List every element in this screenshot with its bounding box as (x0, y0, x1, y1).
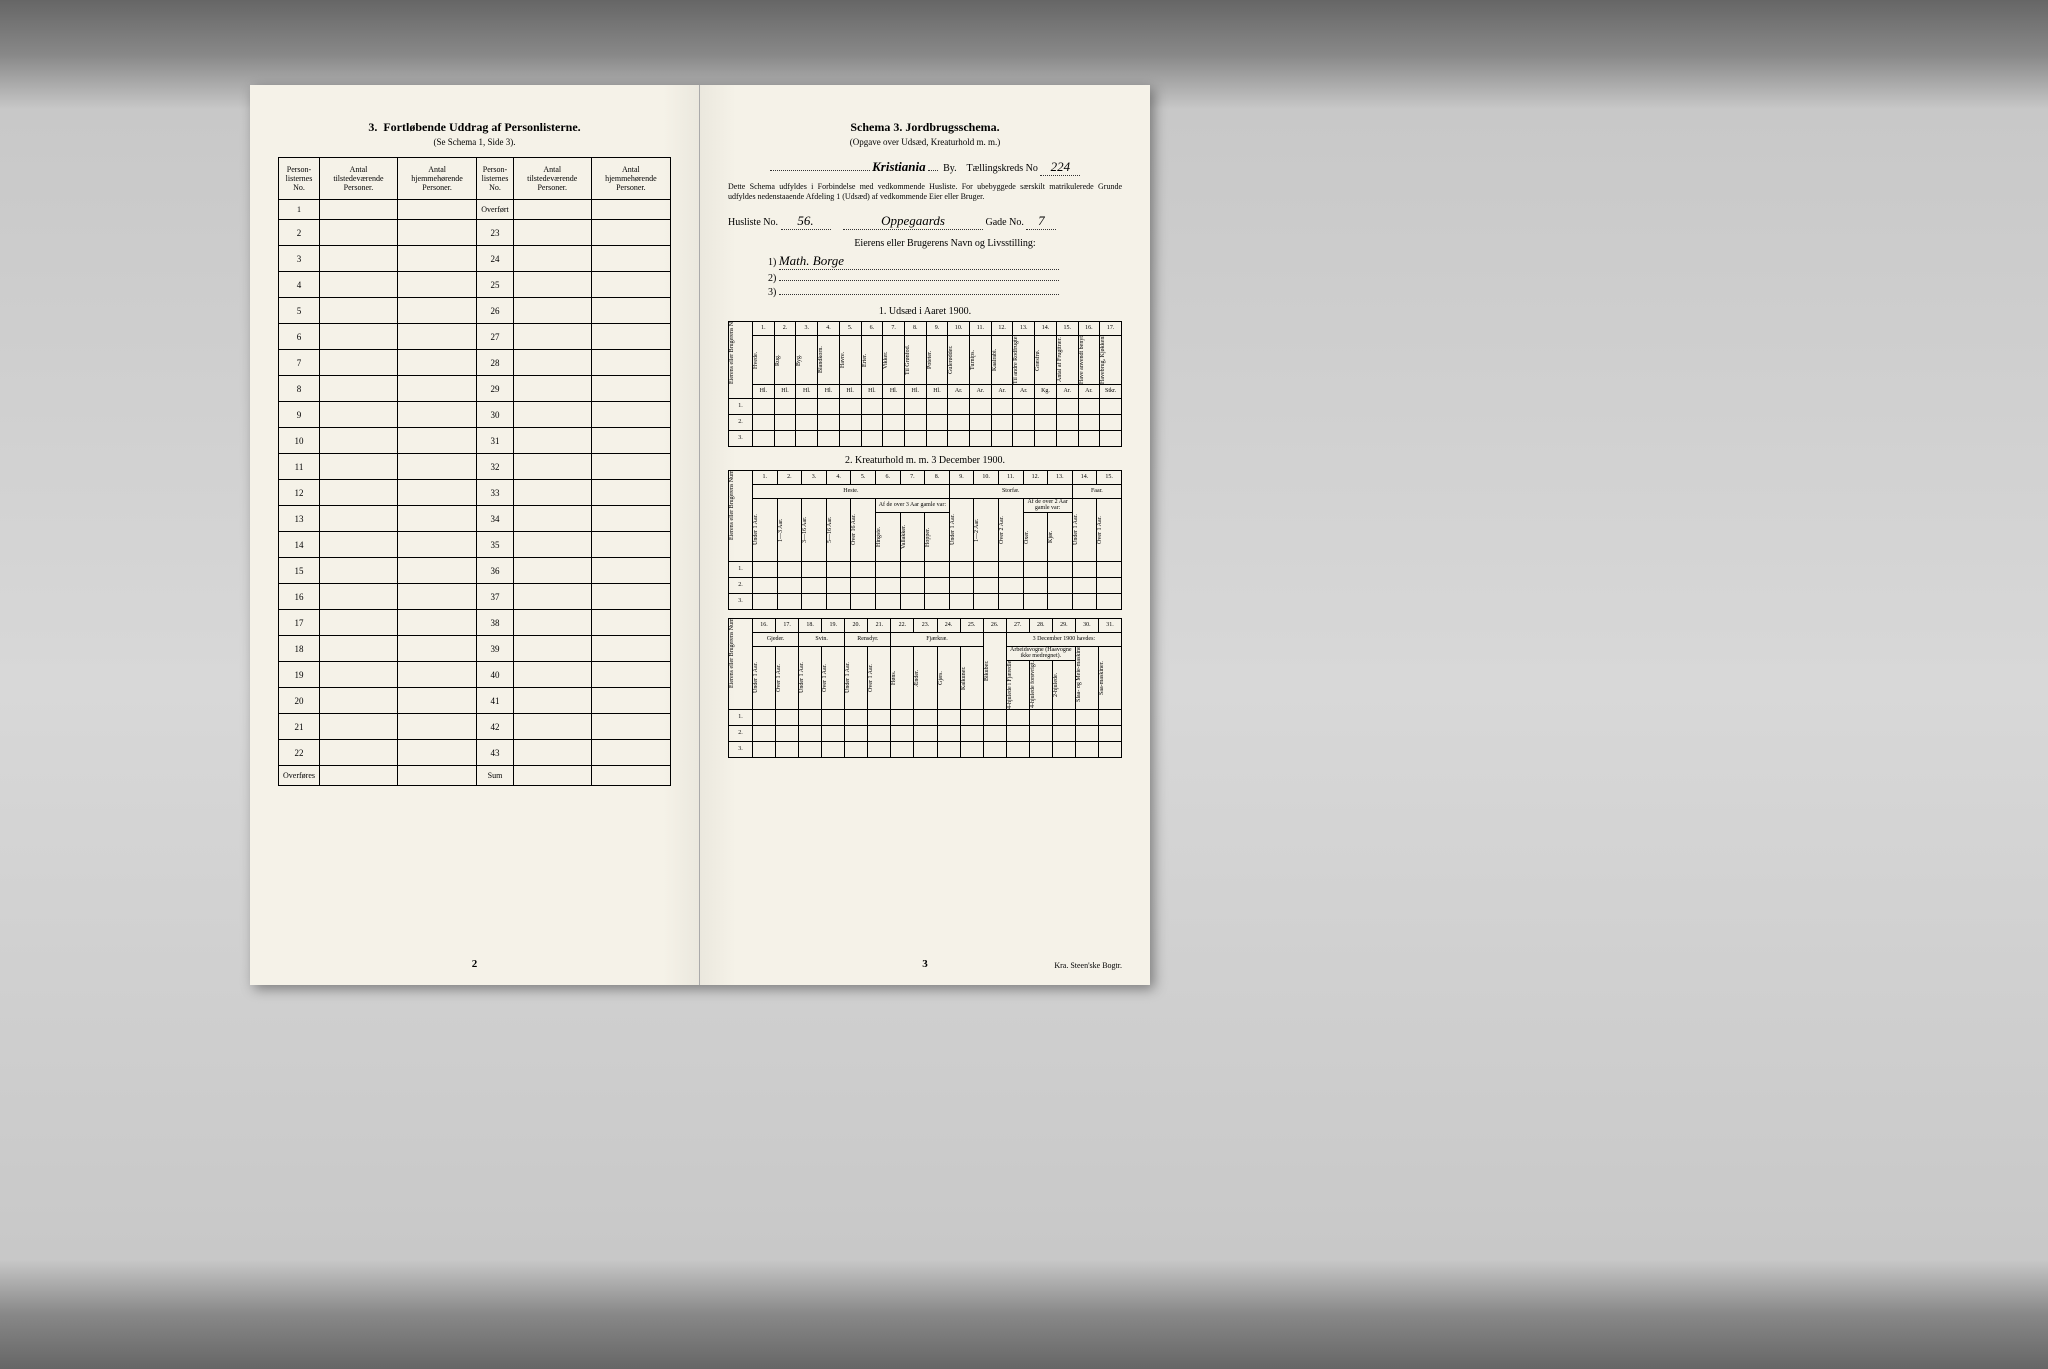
document-spread: 3. Fortløbende Uddrag af Personlisterne.… (250, 85, 1150, 985)
schema-sub: (Opgave over Udsæd, Kreaturhold m. m.) (728, 137, 1122, 147)
schema-title: Schema 3. Jordbrugsschema. (728, 120, 1122, 135)
livestock-table-2: Eierens eller Brugerens Numer.16.17.18.1… (728, 618, 1122, 758)
husliste-no: 56. (781, 213, 831, 230)
col-header: Antal hjemmehørende Personer. (591, 158, 670, 200)
col-header: Antal tilstedeværende Personer. (513, 158, 591, 200)
city-value: Kristiania (872, 159, 925, 174)
husliste-line: Husliste No. 56. Oppegaards Gade No. 7 (728, 213, 1122, 230)
city-line: Kristiania By. Tællingskreds No 224 (728, 159, 1122, 176)
description: Dette Schema udfyldes i Forbindelse med … (728, 182, 1122, 203)
seed-table: Eierens eller Brugerens Numer (se ovenfo… (728, 321, 1122, 447)
district-no: 224 (1040, 159, 1080, 176)
col-header: Antal hjemmehørende Personer. (397, 158, 476, 200)
left-section-sub: (Se Schema 1, Side 3). (278, 137, 671, 147)
left-page: 3. Fortløbende Uddrag af Personlisterne.… (250, 85, 700, 985)
owner-1: Math. Borge (779, 253, 1059, 270)
col-header: Person-listernes No. (279, 158, 320, 200)
section2-title: 2. Kreaturhold m. m. 3 December 1900. (728, 455, 1122, 466)
owner-block: Eierens eller Brugerens Navn og Livsstil… (768, 238, 1122, 298)
gade-name: Oppegaards (843, 213, 983, 230)
left-page-number: 2 (250, 958, 699, 970)
left-section-title: 3. Fortløbende Uddrag af Personlisterne. (278, 120, 671, 135)
scan-background: 3. Fortløbende Uddrag af Personlisterne.… (0, 0, 2048, 1369)
livestock-table-1: Eierens eller Brugerens Numer.1.2.3.4.5.… (728, 470, 1122, 610)
owner-2 (779, 280, 1059, 281)
col-header: Person-listernes No. (477, 158, 514, 200)
gade-no: 7 (1026, 213, 1056, 230)
person-table: Person-listernes No. Antal tilstedeværen… (278, 157, 671, 786)
owner-title: Eierens eller Brugerens Navn og Livsstil… (768, 238, 1122, 249)
col-header: Antal tilstedeværende Personer. (319, 158, 397, 200)
owner-3 (779, 294, 1059, 295)
right-page: Schema 3. Jordbrugsschema. (Opgave over … (700, 85, 1150, 985)
printer-mark: Kra. Steen'ske Bogtr. (1054, 961, 1122, 970)
section1-title: 1. Udsæd i Aaret 1900. (728, 306, 1122, 317)
